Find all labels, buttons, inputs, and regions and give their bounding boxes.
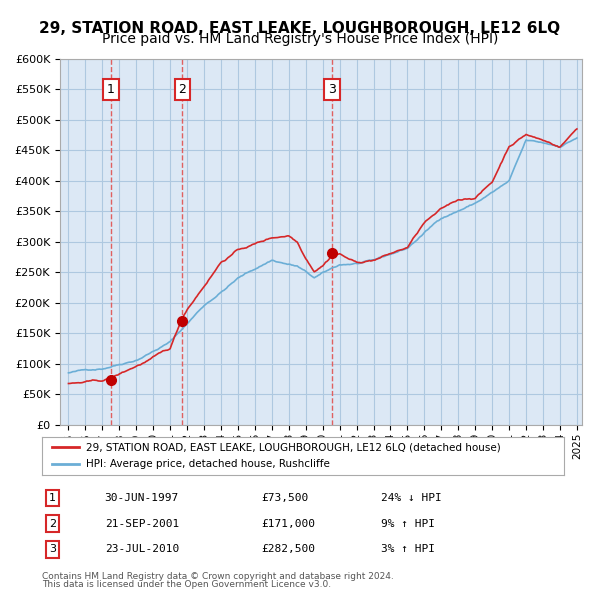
Text: 3% ↑ HPI: 3% ↑ HPI (382, 545, 436, 554)
Text: HPI: Average price, detached house, Rushcliffe: HPI: Average price, detached house, Rush… (86, 459, 330, 469)
Text: 3: 3 (328, 83, 336, 96)
Text: This data is licensed under the Open Government Licence v3.0.: This data is licensed under the Open Gov… (42, 580, 331, 589)
Text: 21-SEP-2001: 21-SEP-2001 (104, 519, 179, 529)
Text: 9% ↑ HPI: 9% ↑ HPI (382, 519, 436, 529)
Text: 1: 1 (49, 493, 56, 503)
Text: Price paid vs. HM Land Registry's House Price Index (HPI): Price paid vs. HM Land Registry's House … (102, 32, 498, 47)
Text: 30-JUN-1997: 30-JUN-1997 (104, 493, 179, 503)
Text: £171,000: £171,000 (261, 519, 315, 529)
Text: £282,500: £282,500 (261, 545, 315, 554)
Text: 1: 1 (107, 83, 115, 96)
Text: 29, STATION ROAD, EAST LEAKE, LOUGHBOROUGH, LE12 6LQ: 29, STATION ROAD, EAST LEAKE, LOUGHBOROU… (40, 21, 560, 35)
Text: 2: 2 (49, 519, 56, 529)
Text: 24% ↓ HPI: 24% ↓ HPI (382, 493, 442, 503)
Text: Contains HM Land Registry data © Crown copyright and database right 2024.: Contains HM Land Registry data © Crown c… (42, 572, 394, 581)
Text: 3: 3 (49, 545, 56, 554)
Text: £73,500: £73,500 (261, 493, 308, 503)
Text: 23-JUL-2010: 23-JUL-2010 (104, 545, 179, 554)
Text: 29, STATION ROAD, EAST LEAKE, LOUGHBOROUGH, LE12 6LQ (detached house): 29, STATION ROAD, EAST LEAKE, LOUGHBOROU… (86, 442, 501, 453)
Text: 2: 2 (178, 83, 187, 96)
